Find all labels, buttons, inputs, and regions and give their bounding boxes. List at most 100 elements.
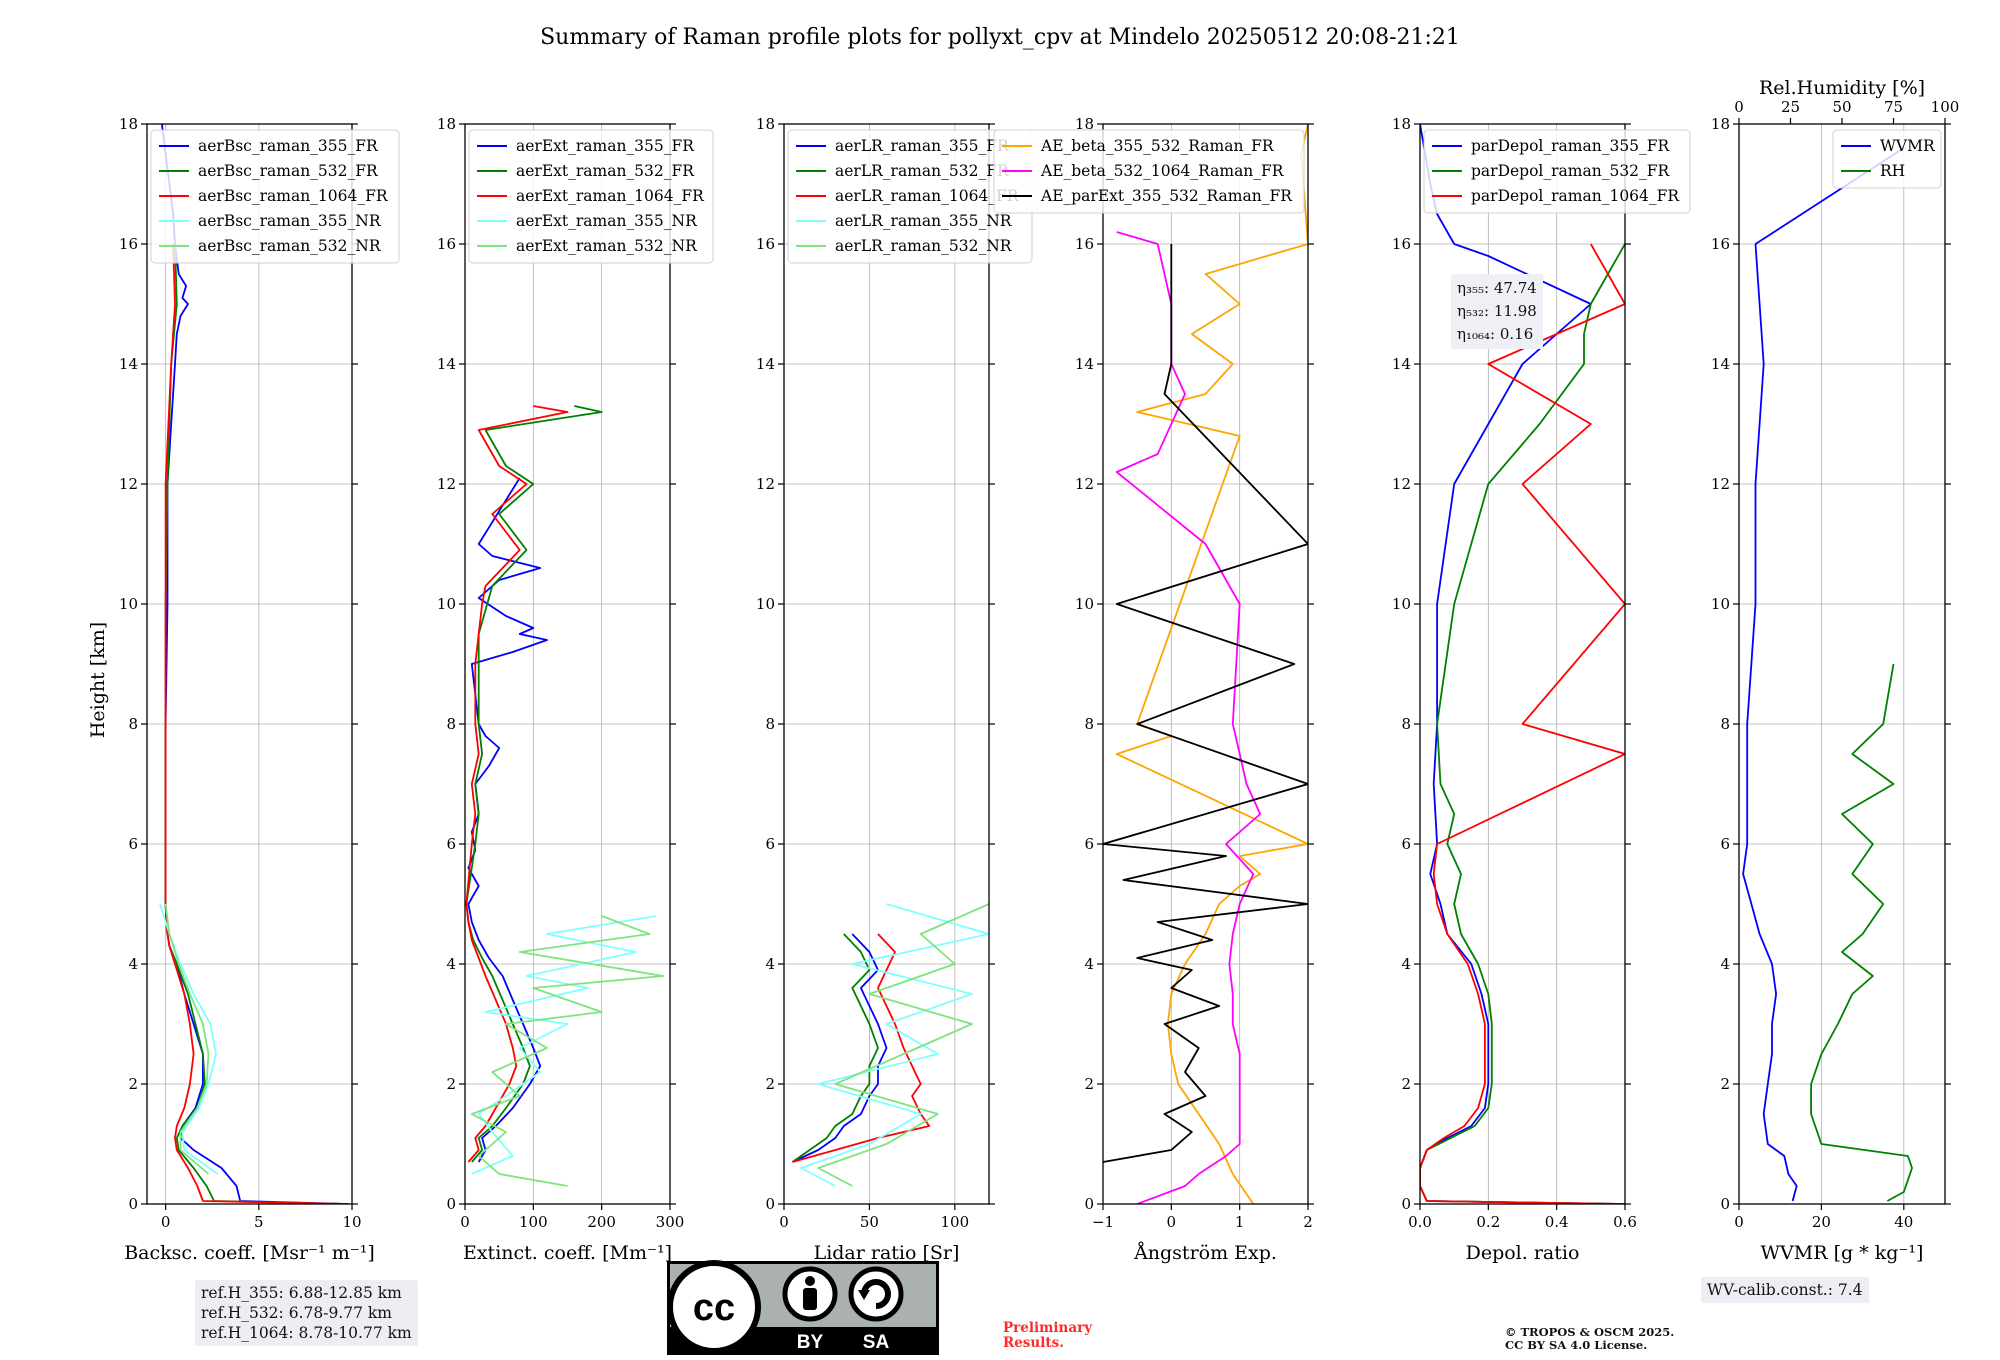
legend-box xyxy=(1423,129,1691,214)
legend-label: aerExt_raman_532_FR xyxy=(516,162,695,180)
series-line-AE_beta_532_1064_Raman_FR xyxy=(1115,231,1262,1204)
x-tick-label: 40 xyxy=(1894,1213,1913,1231)
wv-calibration-box: WV-calib.const.: 7.4 xyxy=(1701,1277,1869,1303)
x-tick-label: 200 xyxy=(587,1213,616,1231)
legend-label: aerExt_raman_355_NR xyxy=(516,212,698,230)
eta-532: η₅₃₂: 11.98 xyxy=(1457,302,1537,320)
x-tick-label: 10 xyxy=(342,1213,361,1231)
y-tick-label: 0 xyxy=(128,1195,138,1213)
series-line-AE_beta_355_532_Raman_FR xyxy=(1115,124,1308,1204)
legend-label: aerLR_raman_355_FR xyxy=(835,137,1010,155)
y-tick-label: 8 xyxy=(128,715,138,733)
y-tick-label: 12 xyxy=(119,475,138,493)
y-tick-label: 4 xyxy=(765,955,775,973)
x-tick-label: 0 xyxy=(460,1213,470,1231)
legend: parDepol_raman_355_FR parDepol_raman_532_… xyxy=(1423,129,1691,214)
x-tick-label: 300 xyxy=(656,1213,685,1231)
y-tick-label: 2 xyxy=(446,1075,456,1093)
eta-1064: η₁₀₆₄: 0.16 xyxy=(1457,325,1534,343)
y-tick-label: 10 xyxy=(1075,595,1094,613)
y-tick-label: 12 xyxy=(1711,475,1730,493)
legend-label: aerLR_raman_532_FR xyxy=(835,162,1010,180)
y-tick-label: 12 xyxy=(1392,475,1411,493)
legend: aerBsc_raman_355_FR aerBsc_raman_532_FRae… xyxy=(150,129,400,264)
legend-label: parDepol_raman_355_FR xyxy=(1471,137,1671,155)
cc-logo-icon xyxy=(667,1260,761,1354)
top-x-tick-label: 0 xyxy=(1734,98,1744,116)
legend: aerExt_raman_355_FR aerExt_raman_532_FRae… xyxy=(468,129,714,264)
y-tick-label: 8 xyxy=(1084,715,1094,733)
legend-label: aerBsc_raman_355_NR xyxy=(198,212,382,230)
series-group xyxy=(791,903,989,1187)
y-tick-label: 14 xyxy=(1392,355,1411,373)
y-tick-label: 0 xyxy=(1720,1195,1730,1213)
y-tick-label: 18 xyxy=(119,115,138,133)
by-label: BY xyxy=(797,1332,824,1353)
cc-logo-text: cc xyxy=(693,1287,735,1329)
y-tick-label: 0 xyxy=(1084,1195,1094,1213)
x-tick-label: 0 xyxy=(161,1213,171,1231)
y-tick-label: 18 xyxy=(437,115,456,133)
wv-calibration-constant: WV-calib.const.: 7.4 xyxy=(1707,1281,1863,1299)
y-tick-label: 12 xyxy=(756,475,775,493)
legend-label: WVMR xyxy=(1880,137,1936,155)
y-tick-label: 2 xyxy=(1084,1075,1094,1093)
y-tick-label: 14 xyxy=(437,355,456,373)
y-tick-label: 12 xyxy=(437,475,456,493)
series-group xyxy=(1103,124,1308,1204)
x-axis-label: Depol. ratio xyxy=(1466,1242,1580,1264)
y-tick-label: 0 xyxy=(1401,1195,1411,1213)
x-tick-label: 0 xyxy=(1734,1213,1744,1231)
series-line-WVMR xyxy=(1742,147,1905,1202)
y-tick-label: 14 xyxy=(119,355,138,373)
y-tick-label: 8 xyxy=(1401,715,1411,733)
eta-355: η₃₅₅: 47.74 xyxy=(1457,279,1537,297)
y-tick-label: 0 xyxy=(765,1195,775,1213)
y-tick-label: 2 xyxy=(128,1075,138,1093)
series-line-aerLR_raman_532_NR xyxy=(817,903,989,1187)
share-alike-arrow-icon xyxy=(861,1279,891,1309)
legend-box xyxy=(1832,129,1942,189)
plot-frame xyxy=(1102,123,1309,1205)
legend-label: RH xyxy=(1880,162,1905,180)
series-line-aerBsc_raman_1064_FR xyxy=(164,243,349,1204)
legend-box xyxy=(993,129,1305,214)
y-tick-label: 6 xyxy=(765,835,775,853)
y-tick-label: 6 xyxy=(1084,835,1094,853)
x-tick-label: 100 xyxy=(941,1213,970,1231)
series-line-aerLR_raman_1064_FR xyxy=(792,933,931,1163)
series-line-AE_parExt_355_532_Raman_FR xyxy=(1103,244,1308,1163)
y-tick-label: 6 xyxy=(1401,835,1411,853)
legend-box xyxy=(150,129,400,264)
legend: WVMR RH xyxy=(1832,129,1942,189)
top-x-axis-label: Rel.Humidity [%] xyxy=(1759,77,1925,99)
x-tick-label: −1 xyxy=(1092,1213,1114,1231)
plot-frame xyxy=(783,123,990,1205)
series-line-aerLR_raman_532_FR xyxy=(791,933,879,1163)
y-tick-label: 4 xyxy=(1720,955,1730,973)
x-tick-label: 0.2 xyxy=(1476,1213,1500,1231)
y-tick-label: 16 xyxy=(1075,235,1094,253)
x-tick-label: 100 xyxy=(519,1213,548,1231)
y-tick-label: 10 xyxy=(1711,595,1730,613)
y-tick-label: 18 xyxy=(756,115,775,133)
y-tick-label: 6 xyxy=(446,835,456,853)
y-tick-label: 0 xyxy=(446,1195,456,1213)
ref-height-355: ref.H_355: 6.88-12.85 km xyxy=(201,1284,402,1302)
ref-height-1064: ref.H_1064: 8.78-10.77 km xyxy=(201,1324,412,1342)
series-line-aerBsc_raman_355_FR xyxy=(161,124,349,1204)
legend-label: aerLR_raman_1064_FR xyxy=(835,187,1020,205)
panel-bsc: 0 2 4 6 8 10 12 14 16 18 0 5 10 Backsc. coeff. [Msr⁻¹… xyxy=(119,115,400,1264)
legend-label: aerExt_raman_1064_FR xyxy=(516,187,705,205)
series-line-aerExt_raman_355_FR xyxy=(467,477,548,1163)
y-tick-label: 10 xyxy=(119,595,138,613)
x-axis-label: WVMR [g * kg⁻¹] xyxy=(1761,1242,1924,1264)
top-x-tick-label: 100 xyxy=(1931,98,1960,116)
y-axis-label: Height [km] xyxy=(87,622,109,738)
legend-label: aerLR_raman_532_NR xyxy=(835,237,1013,255)
share-alike-icon xyxy=(848,1266,904,1322)
y-tick-label: 4 xyxy=(1084,955,1094,973)
copyright-line-1: © TROPOS & OSCM 2025. xyxy=(1505,1325,1675,1339)
